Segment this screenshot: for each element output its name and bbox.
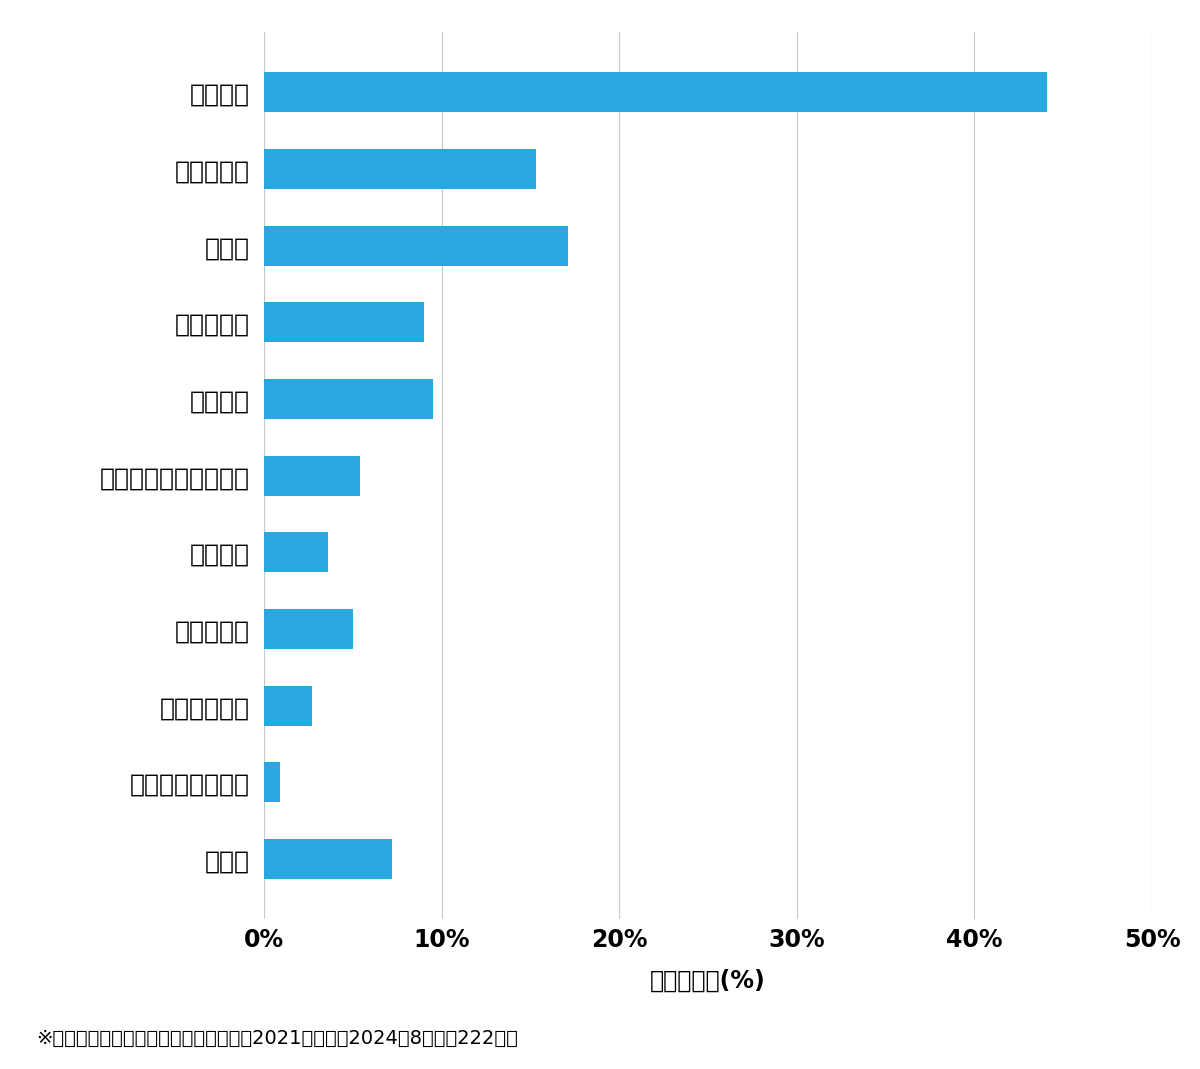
Bar [264,73,1048,112]
Bar [264,532,328,572]
Bar [264,609,353,649]
X-axis label: 件数の割合(%): 件数の割合(%) [650,969,766,992]
Bar [264,686,312,726]
Bar [264,149,535,189]
Bar [264,839,392,879]
Text: ※弊社受付の案件を対象に集計（期間：2021年１月〜2024年8月、計222件）: ※弊社受付の案件を対象に集計（期間：2021年１月〜2024年8月、計222件） [36,1028,518,1048]
Bar [264,303,424,342]
Bar [264,455,360,496]
Bar [264,762,280,803]
Bar [264,379,433,419]
Bar [264,226,568,265]
